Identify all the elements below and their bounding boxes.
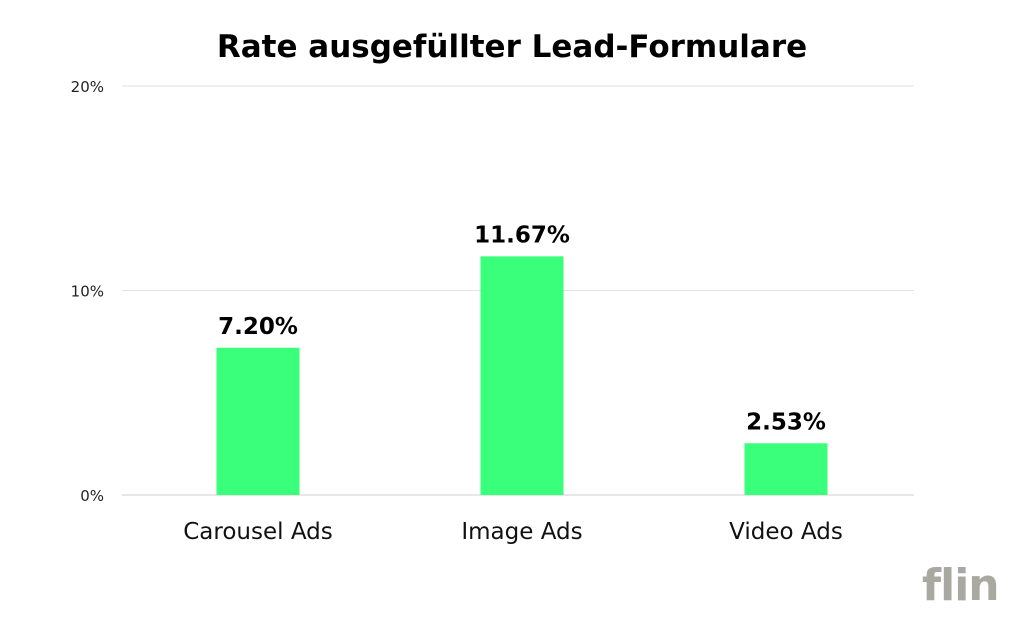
y-tick-label: 0% (80, 487, 104, 505)
bar (744, 443, 828, 495)
data-label: 11.67% (474, 222, 570, 248)
flin-logo: flin (922, 560, 1000, 611)
bar (216, 347, 300, 495)
y-tick-label: 10% (71, 283, 104, 301)
x-category-label: Carousel Ads (183, 519, 333, 545)
x-category-label: Image Ads (461, 519, 582, 545)
x-category-label: Video Ads (729, 519, 843, 545)
data-label: 7.20% (218, 314, 298, 340)
bar (480, 256, 564, 495)
chart-title: Rate ausgefüllter Lead-Formulare (217, 29, 807, 65)
y-tick-label: 20% (71, 78, 104, 96)
data-label: 2.53% (746, 409, 826, 435)
bars: 7.20% Carousel Ads 11.67% Image Ads 2.53% Vid… (183, 222, 843, 545)
